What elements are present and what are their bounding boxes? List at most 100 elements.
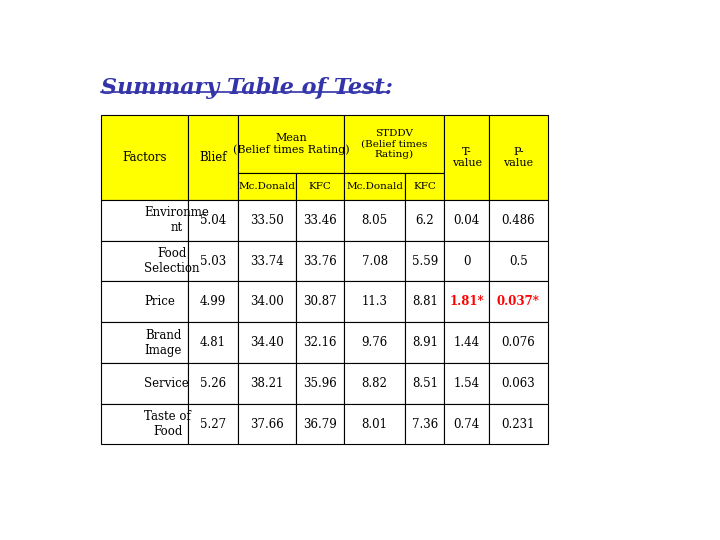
Text: 38.21: 38.21	[251, 377, 284, 390]
FancyBboxPatch shape	[101, 363, 188, 404]
Text: Brand
Image: Brand Image	[145, 328, 181, 356]
FancyBboxPatch shape	[344, 363, 405, 404]
FancyBboxPatch shape	[444, 363, 489, 404]
FancyBboxPatch shape	[405, 173, 444, 200]
Text: 6.2: 6.2	[415, 214, 434, 227]
Text: Taste of
Food: Taste of Food	[145, 410, 191, 438]
Text: 0.74: 0.74	[454, 417, 480, 430]
Text: 0.063: 0.063	[501, 377, 535, 390]
FancyBboxPatch shape	[188, 363, 238, 404]
Text: 33.46: 33.46	[303, 214, 337, 227]
FancyBboxPatch shape	[101, 404, 188, 444]
Text: 5.03: 5.03	[199, 254, 226, 267]
Text: Mc.Donald: Mc.Donald	[346, 182, 403, 191]
FancyBboxPatch shape	[344, 200, 405, 241]
FancyBboxPatch shape	[101, 281, 188, 322]
Text: T-
value: T- value	[451, 146, 482, 168]
Text: Factors: Factors	[122, 151, 166, 164]
Text: 5.59: 5.59	[412, 254, 438, 267]
FancyBboxPatch shape	[489, 114, 547, 200]
FancyBboxPatch shape	[405, 200, 444, 241]
Text: 33.76: 33.76	[303, 254, 337, 267]
Text: 32.16: 32.16	[303, 336, 337, 349]
FancyBboxPatch shape	[188, 114, 238, 200]
Text: 8.81: 8.81	[412, 295, 438, 308]
FancyBboxPatch shape	[101, 241, 188, 281]
Text: 0.076: 0.076	[501, 336, 535, 349]
Text: 7.08: 7.08	[361, 254, 387, 267]
FancyBboxPatch shape	[489, 404, 547, 444]
FancyBboxPatch shape	[188, 322, 238, 363]
FancyBboxPatch shape	[405, 281, 444, 322]
FancyBboxPatch shape	[238, 322, 297, 363]
FancyBboxPatch shape	[101, 200, 188, 241]
Text: 1.54: 1.54	[454, 377, 480, 390]
FancyBboxPatch shape	[297, 281, 344, 322]
FancyBboxPatch shape	[238, 200, 297, 241]
FancyBboxPatch shape	[238, 281, 297, 322]
Text: Price: Price	[145, 295, 175, 308]
FancyBboxPatch shape	[188, 404, 238, 444]
FancyBboxPatch shape	[489, 241, 547, 281]
Text: 0.5: 0.5	[509, 254, 528, 267]
FancyBboxPatch shape	[101, 322, 188, 363]
FancyBboxPatch shape	[238, 241, 297, 281]
FancyBboxPatch shape	[188, 200, 238, 241]
Text: Mean
(Belief times Rating): Mean (Belief times Rating)	[233, 133, 349, 155]
FancyBboxPatch shape	[444, 200, 489, 241]
Text: 30.87: 30.87	[303, 295, 337, 308]
FancyBboxPatch shape	[344, 404, 405, 444]
FancyBboxPatch shape	[444, 404, 489, 444]
Text: 33.50: 33.50	[251, 214, 284, 227]
FancyBboxPatch shape	[188, 281, 238, 322]
Text: 5.26: 5.26	[199, 377, 226, 390]
FancyBboxPatch shape	[489, 363, 547, 404]
FancyBboxPatch shape	[444, 322, 489, 363]
Text: 1.44: 1.44	[454, 336, 480, 349]
Text: 4.81: 4.81	[199, 336, 226, 349]
Text: 8.91: 8.91	[412, 336, 438, 349]
FancyBboxPatch shape	[444, 114, 489, 200]
Text: Service: Service	[145, 377, 189, 390]
FancyBboxPatch shape	[405, 404, 444, 444]
Text: 4.99: 4.99	[199, 295, 226, 308]
FancyBboxPatch shape	[444, 241, 489, 281]
Text: 8.82: 8.82	[361, 377, 387, 390]
FancyBboxPatch shape	[489, 281, 547, 322]
FancyBboxPatch shape	[489, 322, 547, 363]
Text: 34.00: 34.00	[251, 295, 284, 308]
Text: Summary Table of Test:: Summary Table of Test:	[101, 77, 393, 99]
Text: 1.81*: 1.81*	[449, 295, 484, 308]
FancyBboxPatch shape	[405, 241, 444, 281]
FancyBboxPatch shape	[101, 114, 188, 200]
Text: 0.037*: 0.037*	[497, 295, 540, 308]
FancyBboxPatch shape	[238, 404, 297, 444]
FancyBboxPatch shape	[297, 200, 344, 241]
Text: 0.04: 0.04	[454, 214, 480, 227]
Text: Environme
nt: Environme nt	[145, 206, 210, 234]
FancyBboxPatch shape	[344, 322, 405, 363]
FancyBboxPatch shape	[297, 322, 344, 363]
Text: 36.79: 36.79	[303, 417, 337, 430]
Text: Food
Selection: Food Selection	[145, 247, 200, 275]
Text: 0: 0	[463, 254, 470, 267]
Text: 0.231: 0.231	[502, 417, 535, 430]
Text: 33.74: 33.74	[251, 254, 284, 267]
FancyBboxPatch shape	[238, 363, 297, 404]
Text: KFC: KFC	[309, 182, 332, 191]
Text: 5.04: 5.04	[199, 214, 226, 227]
Text: 0.486: 0.486	[501, 214, 535, 227]
Text: 8.05: 8.05	[361, 214, 387, 227]
FancyBboxPatch shape	[405, 322, 444, 363]
FancyBboxPatch shape	[297, 173, 344, 200]
Text: 8.51: 8.51	[412, 377, 438, 390]
FancyBboxPatch shape	[405, 363, 444, 404]
FancyBboxPatch shape	[238, 114, 344, 173]
Text: P-
value: P- value	[503, 146, 534, 168]
Text: 34.40: 34.40	[251, 336, 284, 349]
FancyBboxPatch shape	[297, 363, 344, 404]
Text: STDDV
(Belief times
Rating): STDDV (Belief times Rating)	[361, 129, 427, 159]
Text: 35.96: 35.96	[303, 377, 337, 390]
Text: 9.76: 9.76	[361, 336, 387, 349]
Text: Blief: Blief	[199, 151, 227, 164]
